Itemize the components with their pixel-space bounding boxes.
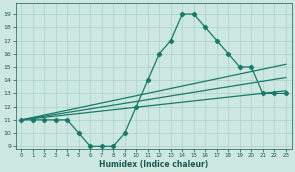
X-axis label: Humidex (Indice chaleur): Humidex (Indice chaleur) bbox=[99, 159, 208, 169]
